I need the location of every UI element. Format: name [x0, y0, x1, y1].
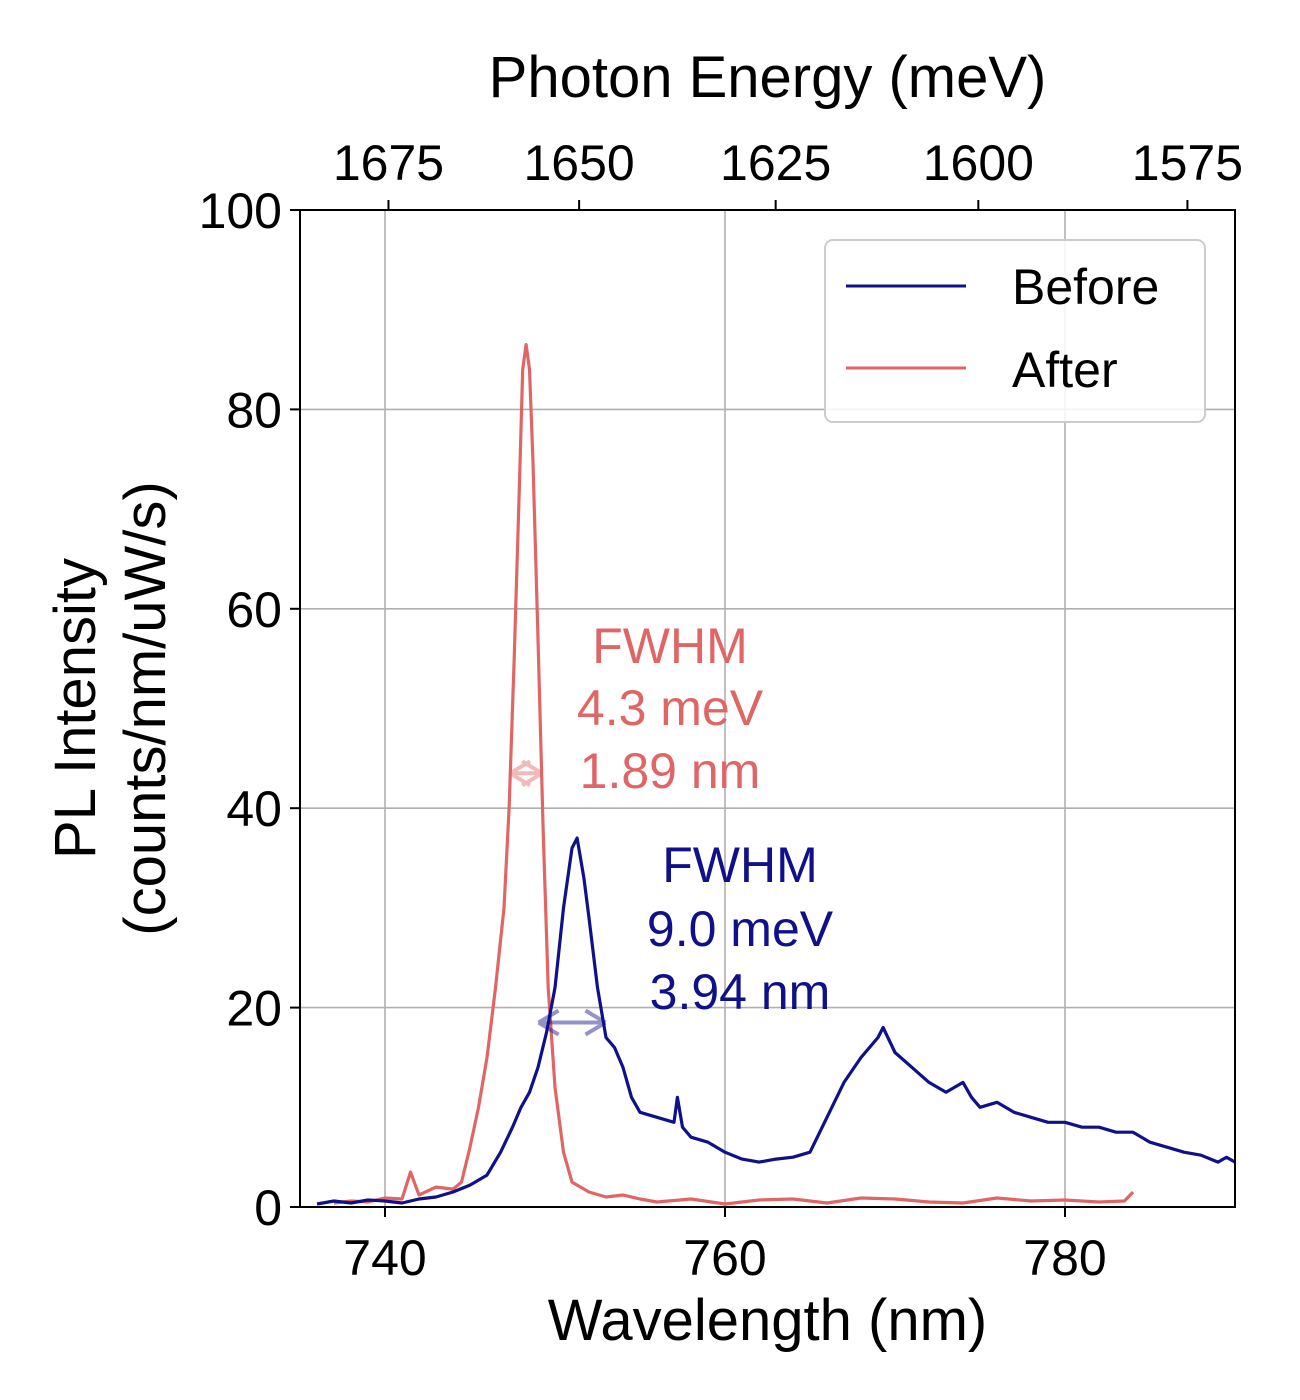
ticks: 740 760 780 0 20 40 60 80 100 1675 1650 1625 1600 157…	[199, 135, 1243, 1286]
series-line-before	[316, 836, 1235, 1206]
y-axis-title: PL Intensity (counts/nm/uW/s)	[43, 481, 178, 935]
x-tick-label: 740	[343, 1230, 426, 1286]
annotation-after-nm: 1.89 nm	[580, 743, 761, 799]
series-line-after	[333, 343, 1135, 1206]
top-tick-label: 1675	[333, 135, 444, 191]
top-tick-label: 1575	[1132, 135, 1243, 191]
fwhm-markers	[509, 759, 607, 1037]
top-tick-label: 1625	[720, 135, 831, 191]
y-tick-label: 40	[226, 781, 282, 837]
annotation-after: FWHM 4.3 meV 1.89 nm	[577, 618, 764, 799]
annotation-before-mev: 9.0 meV	[647, 901, 834, 957]
annotation-before: FWHM 9.0 meV 3.94 nm	[647, 837, 834, 1020]
fwhm-marker-before	[537, 1008, 607, 1037]
plot-frame	[299, 209, 1236, 1208]
legend-label-before: Before	[1012, 259, 1159, 315]
x-tick-label: 760	[683, 1230, 766, 1286]
top-axis-title: Photon Energy (meV)	[489, 45, 1047, 110]
y-axis-title-line1: PL Intensity	[43, 558, 108, 859]
fwhm-marker-after	[509, 759, 544, 788]
annotation-after-mev: 4.3 meV	[577, 680, 764, 736]
top-tick-label: 1650	[524, 135, 635, 191]
legend-label-after: After	[1012, 342, 1118, 398]
x-axis-title: Wavelength (nm)	[548, 1288, 987, 1353]
annotation-before-nm: 3.94 nm	[650, 964, 831, 1020]
y-tick-label: 20	[226, 981, 282, 1037]
x-tick-label: 780	[1023, 1230, 1106, 1286]
series-layer	[316, 343, 1235, 1206]
top-tick-label: 1600	[923, 135, 1034, 191]
y-tick-label: 60	[226, 582, 282, 638]
y-tick-label: 100	[199, 183, 282, 239]
y-tick-label: 80	[226, 382, 282, 438]
y-axis-title-line2: (counts/nm/uW/s)	[113, 481, 178, 935]
annotation-before-fwhm: FWHM	[662, 837, 818, 893]
legend: Before After	[824, 239, 1206, 423]
annotation-after-fwhm: FWHM	[592, 618, 748, 674]
y-tick-label: 0	[254, 1180, 282, 1236]
